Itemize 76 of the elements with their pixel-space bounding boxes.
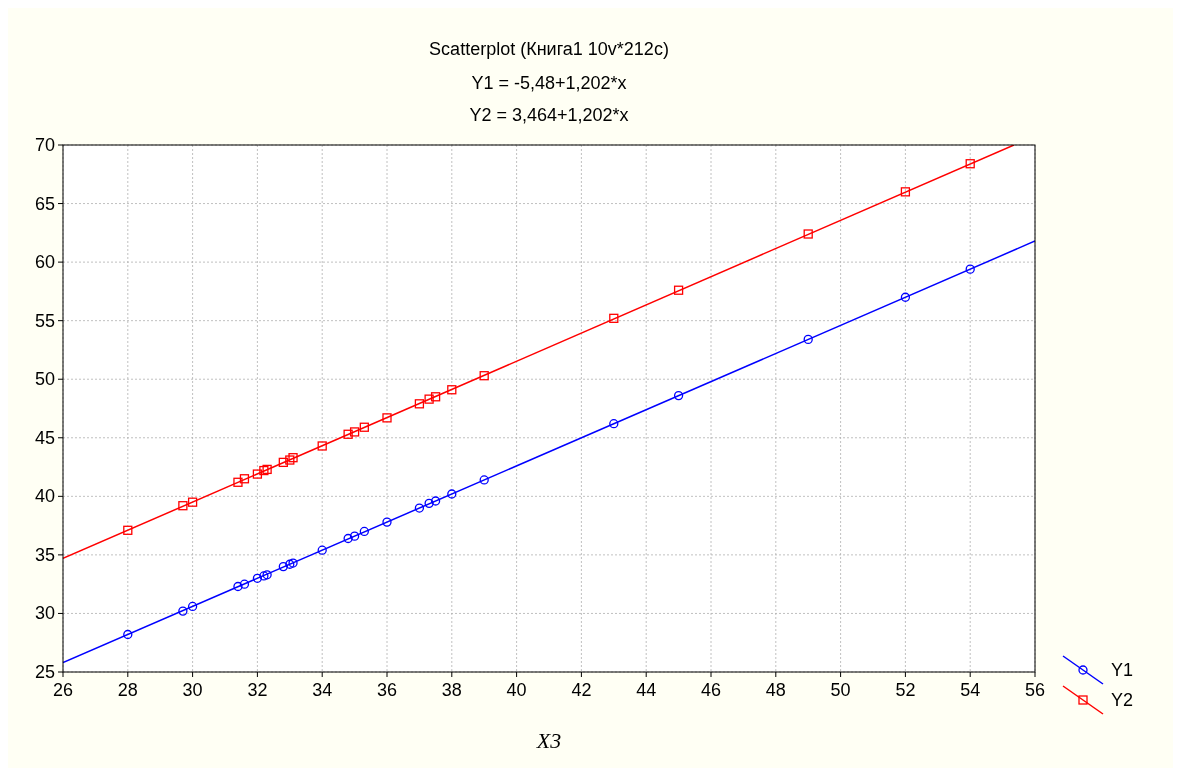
point (359, 526, 369, 537)
point (609, 419, 619, 429)
x-tick-label: 48 (765, 680, 786, 700)
point (965, 264, 975, 274)
point (424, 394, 434, 404)
point (479, 371, 489, 381)
y-tick-label: 25 (34, 662, 55, 682)
y-tick-label: 45 (34, 427, 55, 448)
point (233, 581, 243, 592)
point (359, 422, 369, 432)
x-tick-label: 28 (117, 680, 138, 700)
x-tick-label: 36 (376, 680, 398, 700)
point (414, 503, 425, 513)
point (278, 457, 288, 468)
text: Y2 = 3,464+1,202*x (469, 105, 629, 125)
point (178, 501, 188, 511)
point (343, 429, 353, 439)
x-tick-label: 40 (506, 680, 527, 700)
point (239, 579, 250, 589)
point (239, 474, 250, 484)
x-tick-label: 26 (52, 680, 74, 700)
point (317, 441, 327, 451)
y-tick-label: 35 (34, 544, 55, 565)
chart-title: Scatterplot (Книга1 10v*212c) (429, 39, 669, 59)
y-tick-label: 60 (34, 252, 55, 273)
x-axis-title: X3 (535, 728, 562, 753)
point (123, 629, 133, 640)
point (609, 313, 619, 323)
text: Y1 = -5,48+1,202*x (471, 73, 627, 93)
point (414, 399, 425, 409)
point (430, 392, 441, 402)
x-tick-label: 50 (830, 680, 851, 700)
point (278, 561, 288, 572)
point (673, 390, 684, 401)
x-tick-label: 30 (182, 680, 203, 700)
y-tick-label: 30 (34, 603, 55, 624)
y-tick-label: 55 (34, 310, 55, 331)
point (123, 525, 133, 535)
x-tick-label: 52 (895, 680, 916, 700)
x-tick-label: 44 (636, 680, 657, 700)
legend-label: Y2 (1111, 690, 1134, 710)
point (252, 573, 263, 583)
x-tick-label: 32 (247, 680, 268, 700)
point (900, 187, 911, 197)
point (479, 475, 489, 485)
x-tick-label: 38 (441, 680, 462, 700)
point (673, 285, 684, 295)
point (343, 533, 353, 544)
point (382, 517, 392, 527)
y-tick-label: 50 (34, 369, 55, 390)
point (252, 469, 263, 479)
point (900, 292, 911, 302)
y-tick-label: 40 (34, 486, 55, 507)
y-tick-label: 70 (34, 135, 55, 155)
point (447, 385, 457, 395)
x-tick-label: 42 (571, 680, 592, 700)
point (349, 427, 360, 437)
legend-label: Y1 (1111, 660, 1134, 680)
point (424, 498, 434, 509)
point (187, 497, 198, 507)
point (803, 334, 813, 345)
point (447, 489, 457, 499)
point (803, 229, 813, 239)
point (349, 531, 360, 541)
point (317, 545, 327, 555)
point (382, 413, 392, 423)
point (233, 477, 243, 487)
point (965, 159, 975, 169)
point (178, 606, 188, 616)
x-tick-label: 54 (960, 680, 981, 700)
x-tick-label: 56 (1024, 680, 1046, 700)
point (187, 601, 198, 612)
x-tick-label: 46 (700, 680, 722, 700)
y-tick-label: 65 (34, 193, 55, 214)
point (430, 496, 441, 506)
x-tick-label: 34 (312, 680, 333, 700)
